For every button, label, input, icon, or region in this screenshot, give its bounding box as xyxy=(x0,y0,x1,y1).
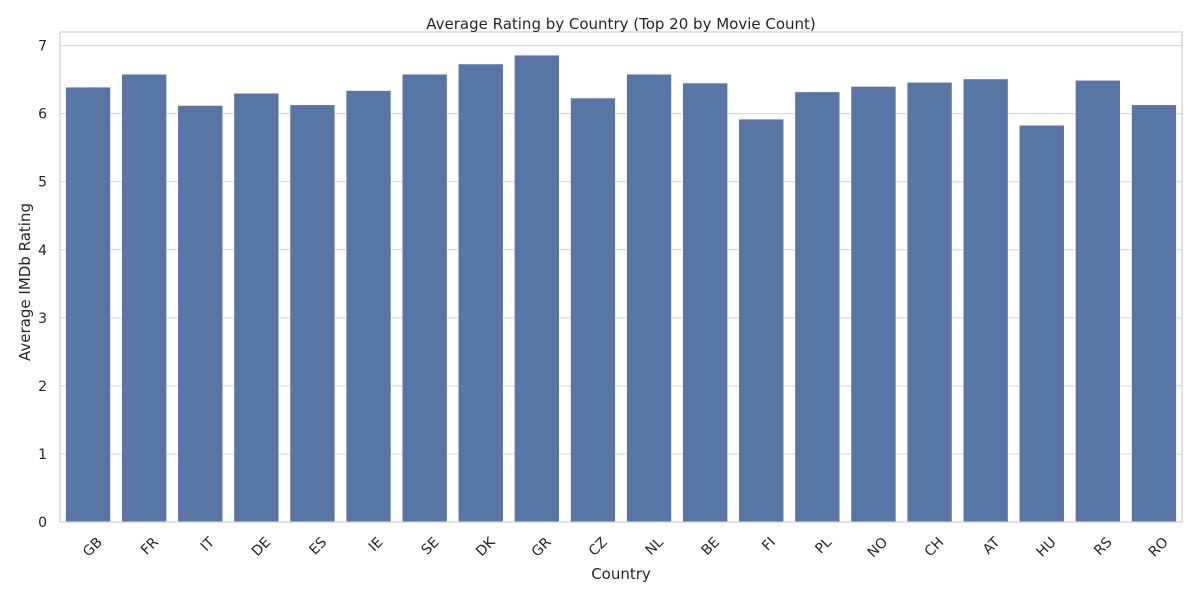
bar-it xyxy=(177,105,223,523)
x-tick-label-rs: RS xyxy=(1091,534,1116,559)
x-tick-label-ch: CH xyxy=(922,534,948,560)
x-tick-label-de: DE xyxy=(249,534,274,559)
x-tick-label-fi: FI xyxy=(759,534,779,554)
x-tick-label-fr: FR xyxy=(138,534,162,558)
bar-gr xyxy=(514,54,560,523)
x-axis-label: Country xyxy=(591,565,651,583)
bar-dk xyxy=(458,63,504,523)
x-tick-label-hu: HU xyxy=(1033,534,1059,560)
bar-de xyxy=(233,93,280,523)
bars xyxy=(65,54,1177,523)
bar-pl xyxy=(794,91,841,523)
x-tick-label-cz: CZ xyxy=(586,534,611,559)
x-tick-label-ro: RO xyxy=(1146,534,1172,560)
x-tick-label-pl: PL xyxy=(812,534,835,557)
x-tick-label-se: SE xyxy=(419,534,443,558)
bar-no xyxy=(850,86,897,523)
x-tick-label-dk: DK xyxy=(473,534,499,560)
bar-cz xyxy=(570,97,616,523)
x-tick-label-gr: GR xyxy=(529,534,555,560)
x-tick-label-be: BE xyxy=(699,534,723,558)
y-tick-label: 2 xyxy=(38,379,47,395)
y-tick-label: 3 xyxy=(38,311,47,327)
bar-hu xyxy=(1019,124,1065,523)
y-tick-label: 4 xyxy=(38,243,47,259)
bar-ie xyxy=(345,90,392,523)
x-tick-label-nl: NL xyxy=(643,534,667,558)
x-tick-label-no: NO xyxy=(865,534,892,561)
plot-frame xyxy=(59,31,1183,523)
bar-at xyxy=(962,78,1009,523)
bar-nl xyxy=(626,73,672,523)
y-tick-label: 5 xyxy=(38,175,47,191)
bar-fr xyxy=(121,73,167,523)
bar-gb xyxy=(65,86,111,523)
y-tick-label: 6 xyxy=(38,107,47,123)
bar-be xyxy=(682,82,728,523)
bar-ro xyxy=(1131,104,1177,523)
y-tick-labels: 0 1 2 3 4 5 6 7 xyxy=(38,39,47,531)
x-tick-labels: GB FR IT DE ES IE SE DK GR CZ NL BE FI PL NO CH AT HU RS RO xyxy=(80,534,1172,561)
bar-se xyxy=(401,73,448,523)
bar-ch xyxy=(906,82,953,523)
bar-fi xyxy=(738,118,784,523)
y-tick-label: 0 xyxy=(38,515,47,531)
x-tick-label-ie: IE xyxy=(366,534,386,554)
x-tick-label-it: IT xyxy=(198,534,219,555)
y-axis-label: Average IMDb Rating xyxy=(16,203,34,361)
y-tick-label: 1 xyxy=(38,447,47,463)
x-tick-label-gb: GB xyxy=(80,534,106,560)
bar-rs xyxy=(1075,80,1121,523)
x-tick-label-at: AT xyxy=(980,534,1004,558)
x-tick-label-es: ES xyxy=(306,534,330,558)
bar-es xyxy=(289,104,336,523)
grid-lines xyxy=(60,45,1182,523)
chart-title: Average Rating by Country (Top 20 by Mov… xyxy=(426,15,816,33)
y-tick-label: 7 xyxy=(38,39,47,55)
